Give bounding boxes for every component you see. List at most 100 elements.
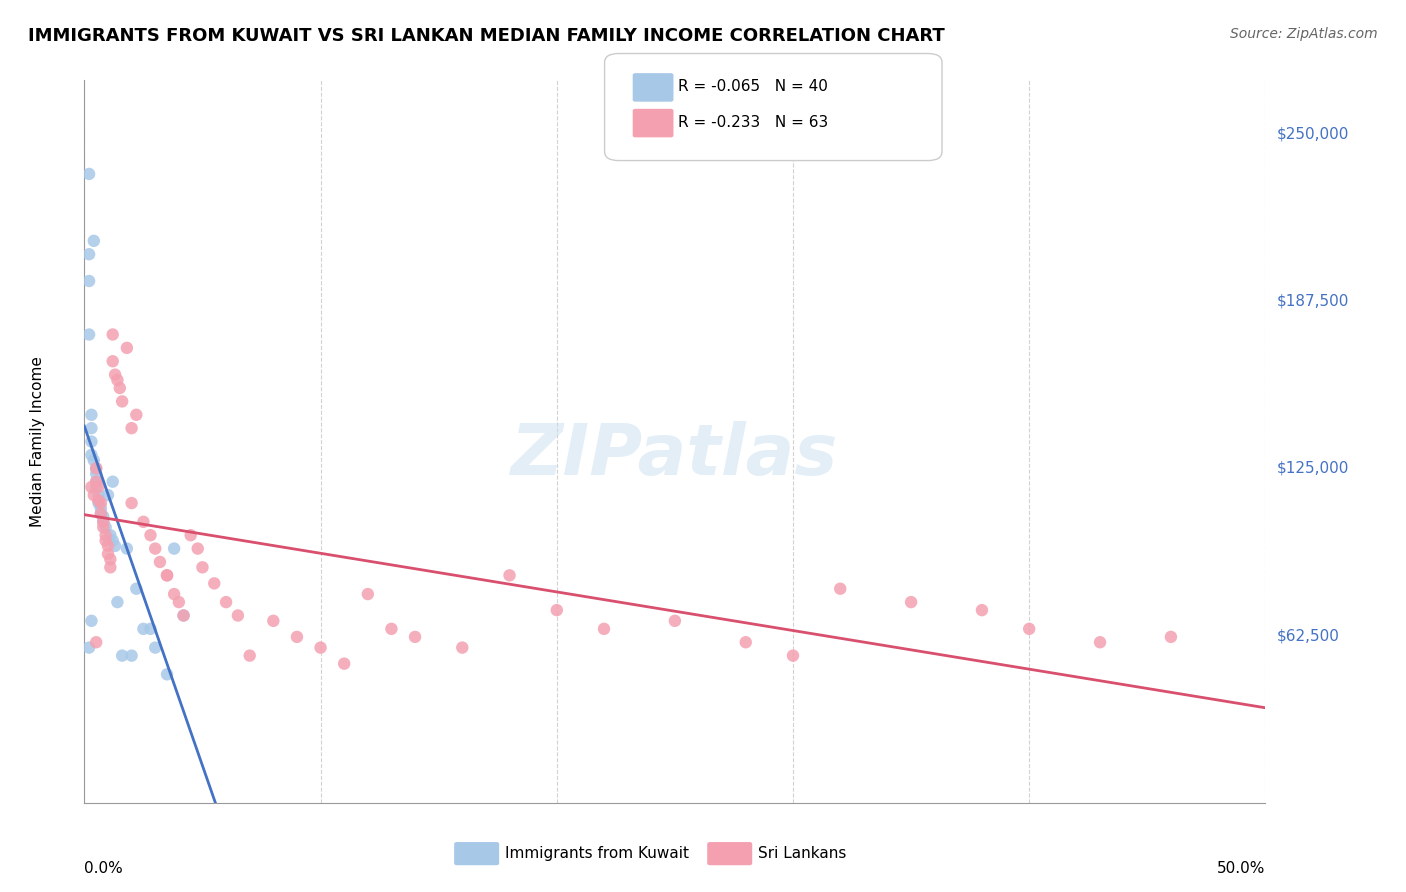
Text: 50.0%: 50.0% [1218,861,1265,876]
Point [121,496,143,510]
Point [173,608,195,623]
Point [97,539,120,553]
Point [98,552,121,566]
Point [139,528,162,542]
Point [215,595,238,609]
Point [97,488,120,502]
Point [84,475,107,489]
Point [90,507,112,521]
Point [87,488,110,502]
Point [104,368,127,382]
Point [101,327,124,342]
Point [309,640,332,655]
Point [101,475,124,489]
Point [111,394,134,409]
Point [91,520,114,534]
Point [104,539,127,553]
Point [90,496,112,510]
Point [83,234,105,248]
Point [84,461,107,475]
Point [1088,635,1111,649]
Point [139,622,162,636]
Point [83,488,105,502]
Point [77,274,100,288]
Point [782,648,804,663]
Point [77,167,100,181]
Text: $250,000: $250,000 [1277,127,1348,141]
Point [91,509,114,524]
Text: 0.0%: 0.0% [84,861,124,876]
Point [84,467,107,481]
Point [333,657,356,671]
Point [163,587,186,601]
Point [202,576,225,591]
Point [132,622,155,636]
Text: R = -0.233   N = 63: R = -0.233 N = 63 [678,115,828,129]
Point [87,493,110,508]
Point [90,507,112,521]
Text: R = -0.065   N = 40: R = -0.065 N = 40 [678,79,828,94]
Point [173,608,195,623]
Point [132,515,155,529]
Text: IMMIGRANTS FROM KUWAIT VS SRI LANKAN MEDIAN FAMILY INCOME CORRELATION CHART: IMMIGRANTS FROM KUWAIT VS SRI LANKAN MED… [28,27,945,45]
Point [101,533,124,548]
Point [180,528,202,542]
Point [77,640,100,655]
Point [163,541,186,556]
Point [80,480,103,494]
Point [83,453,105,467]
Point [167,595,190,609]
Point [80,408,103,422]
Point [84,635,107,649]
Point [84,461,107,475]
Point [1018,622,1040,636]
Point [1160,630,1182,644]
Point [900,595,922,609]
Text: Source: ZipAtlas.com: Source: ZipAtlas.com [1230,27,1378,41]
Point [187,541,209,556]
Point [593,622,616,636]
Text: Immigrants from Kuwait: Immigrants from Kuwait [505,847,689,861]
Point [239,648,262,663]
Point [94,533,117,548]
Point [143,541,166,556]
Point [125,408,148,422]
Point [115,541,138,556]
Point [80,614,103,628]
Point [664,614,686,628]
Point [90,501,112,516]
Point [226,608,249,623]
Point [451,640,474,655]
Text: Median Family Income: Median Family Income [30,356,45,527]
Point [191,560,214,574]
Point [125,582,148,596]
Text: Sri Lankans: Sri Lankans [758,847,846,861]
Point [87,496,110,510]
Point [285,630,308,644]
Point [380,622,402,636]
Point [156,667,179,681]
Point [80,421,103,435]
Point [830,582,852,596]
Point [94,520,117,534]
Point [143,640,166,655]
Point [87,480,110,494]
Point [94,528,117,542]
Point [970,603,993,617]
Point [107,373,129,387]
Point [87,493,110,508]
Point [101,354,124,368]
Point [97,547,120,561]
Text: $62,500: $62,500 [1277,628,1340,643]
Text: $125,000: $125,000 [1277,461,1348,475]
Point [156,568,179,582]
Point [84,475,107,489]
Point [498,568,520,582]
Point [734,635,756,649]
Point [98,560,121,574]
Point [121,648,143,663]
Point [84,480,107,494]
Point [121,421,143,435]
Point [262,614,284,628]
Point [77,327,100,342]
